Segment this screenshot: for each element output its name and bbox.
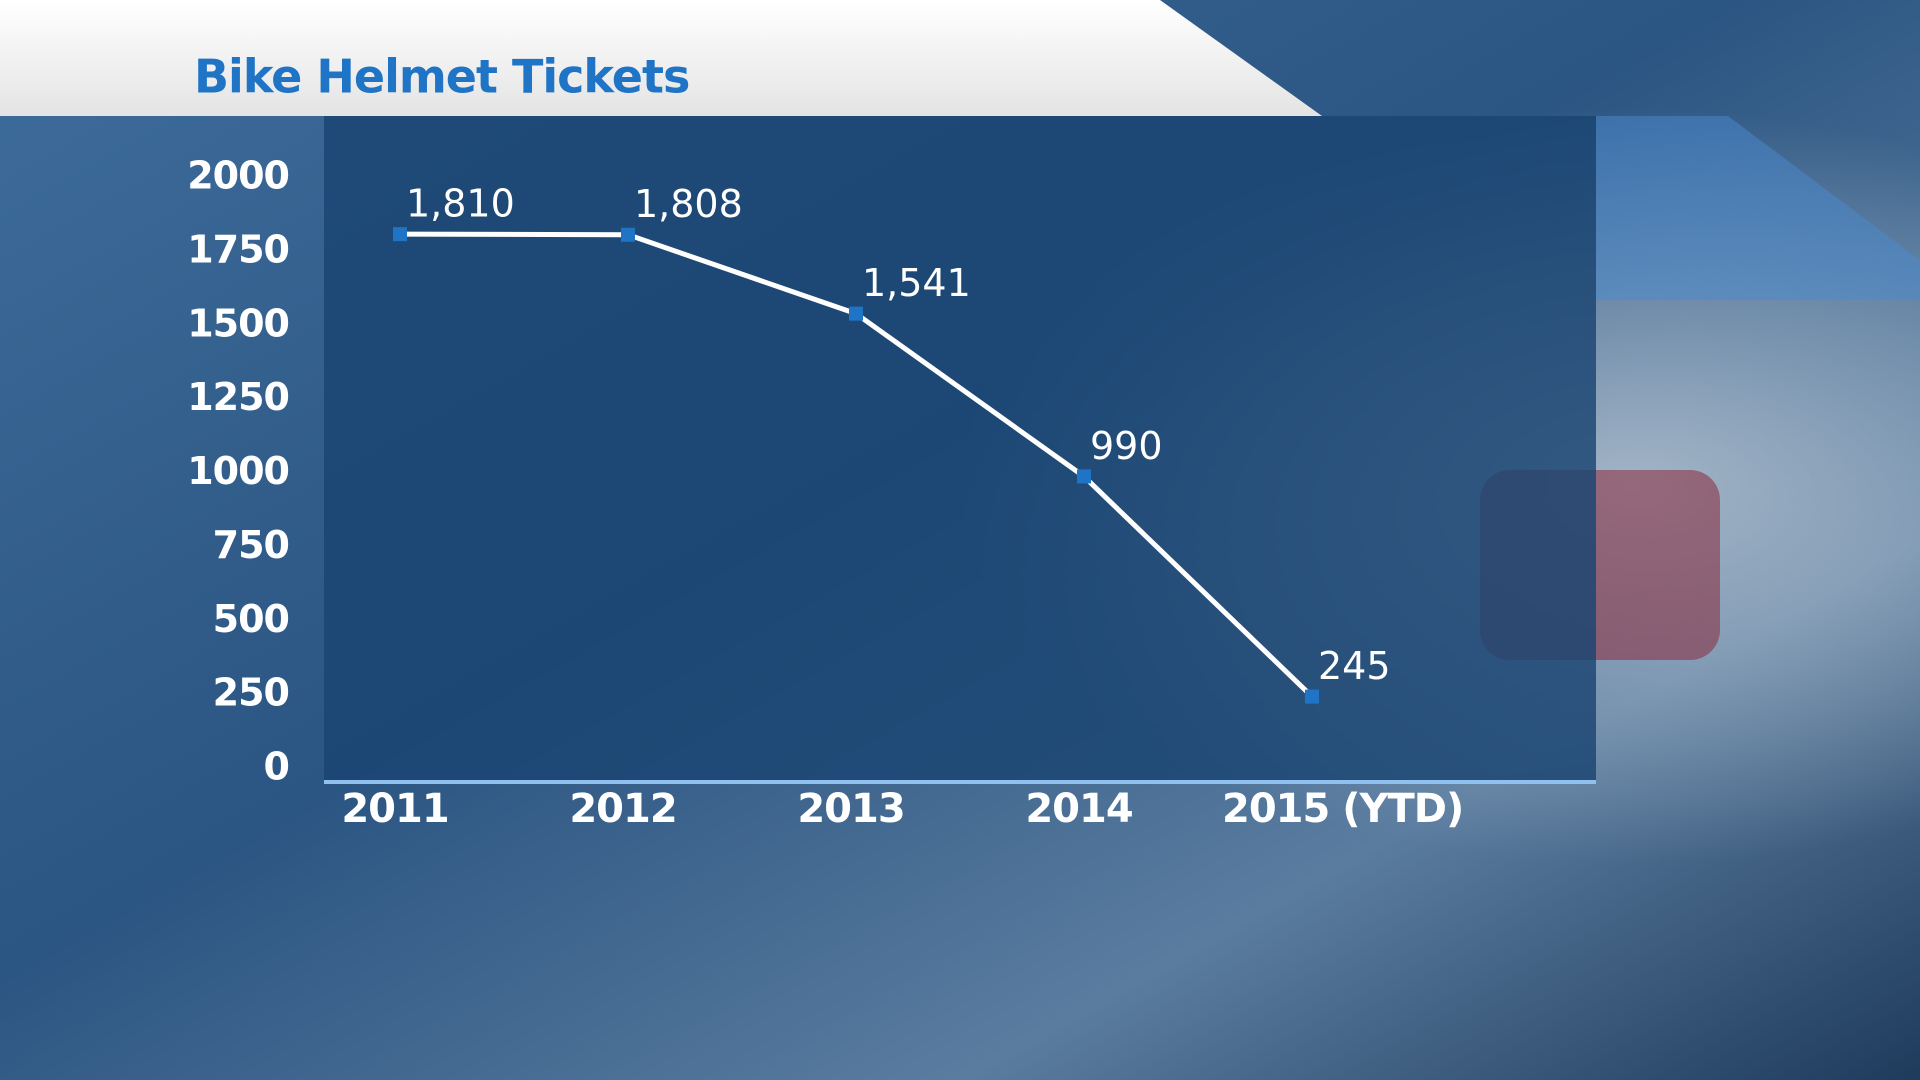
data-point [621,227,635,242]
data-point [1077,469,1091,484]
data-label: 1,541 [862,261,971,305]
data-label: 1,810 [406,182,515,226]
y-tick-label: 1250 [187,375,289,419]
data-point [1305,689,1319,704]
y-tick-label: 1750 [187,227,289,271]
data-label: 1,808 [634,182,743,226]
chart-title: Bike Helmet Tickets [194,50,689,104]
x-tick-label: 2014 [1025,786,1132,832]
x-tick-label: 2013 [797,786,904,832]
x-tick-label: 2011 [341,786,448,832]
banner-accent [1596,116,1920,300]
y-tick-label: 750 [213,523,289,567]
y-tick-label: 1000 [187,449,289,493]
y-tick-label: 250 [213,671,289,715]
x-tick-label: 2012 [569,786,676,832]
data-label: 990 [1090,424,1163,468]
y-tick-label: 2000 [187,154,289,198]
y-tick-label: 500 [213,597,289,641]
y-tick-label: 0 [264,745,289,789]
data-label: 245 [1318,644,1391,688]
plot-panel [324,116,1596,784]
y-tick-label: 1500 [187,301,289,345]
title-banner [0,0,1322,116]
x-tick-label: 2015 (YTD) [1222,786,1463,832]
data-point [849,306,863,321]
data-point [393,227,407,242]
